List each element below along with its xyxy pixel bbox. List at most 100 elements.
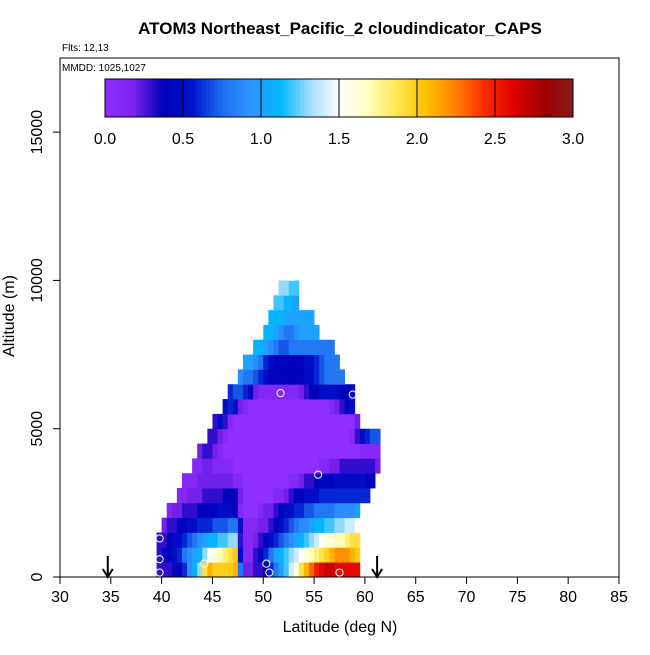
colorbar-segment — [179, 79, 184, 117]
heatmap-cell — [212, 458, 218, 474]
heatmap-cell — [237, 517, 244, 533]
heatmap-cell — [298, 562, 305, 578]
heatmap-cell — [258, 339, 264, 355]
colorbar-segment — [292, 79, 297, 117]
heatmap-cell — [232, 443, 239, 459]
heatmap-cell — [298, 369, 305, 385]
colorbar-segment — [557, 79, 562, 117]
colorbar-segment — [218, 79, 223, 117]
heatmap-cell — [369, 443, 376, 459]
heatmap-cell — [217, 517, 224, 533]
colorbar-segment — [448, 79, 453, 117]
heatmap-cell — [329, 562, 335, 578]
heatmap-cell — [298, 354, 305, 370]
colorbar-segment — [370, 79, 375, 117]
heatmap-cell — [227, 443, 234, 459]
heatmap-cell — [288, 324, 295, 341]
heatmap-cell — [303, 562, 310, 578]
dates-label: MMDD: 1025,1027 — [62, 63, 146, 74]
heatmap-cell — [319, 488, 325, 504]
heatmap-cell — [319, 428, 325, 444]
heatmap-cell — [242, 443, 249, 459]
heatmap-cell — [263, 458, 269, 474]
heatmap-cell — [278, 413, 284, 430]
heatmap-cell — [273, 413, 279, 430]
colorbar-segment — [381, 79, 387, 117]
heatmap-cell — [303, 458, 310, 474]
heatmap-cell — [293, 502, 300, 519]
heatmap-cell — [268, 458, 274, 474]
colorbar-segment — [487, 79, 492, 117]
heatmap-cell — [364, 458, 371, 474]
heatmap-cell — [248, 488, 254, 504]
heatmap-cell — [258, 502, 264, 519]
heatmap-cell — [283, 280, 290, 296]
heatmap-cell — [314, 399, 320, 415]
heatmap-cell — [293, 473, 300, 489]
heatmap-cell — [298, 488, 305, 504]
heatmap-cell — [202, 488, 208, 504]
heatmap-cell — [309, 532, 315, 548]
heatmap-cell — [334, 443, 340, 459]
heatmap-cell — [319, 384, 325, 400]
colorbar: 0.0 0.5 1.0 1.5 2.0 2.5 3.0 — [94, 78, 584, 148]
colorbar-segment — [342, 79, 348, 117]
heatmap-cell — [263, 517, 269, 533]
colorbar-segment — [116, 79, 122, 117]
plot-frame — [59, 57, 620, 578]
heatmap-cell — [344, 443, 351, 459]
colorbar-segment — [144, 79, 149, 117]
heatmap-cell — [212, 532, 218, 548]
heatmap-cell — [258, 458, 264, 474]
heatmap-cell — [309, 369, 315, 385]
colorbar-segment — [428, 79, 434, 117]
heatmap-cell — [242, 354, 249, 370]
heatmap-cell — [283, 399, 290, 415]
heatmap-cell — [319, 532, 325, 548]
heatmap-cell — [248, 562, 254, 578]
heatmap-cell — [273, 310, 279, 326]
heatmap-cell — [268, 473, 274, 489]
heatmap-cell — [161, 547, 168, 563]
heatmap-cell — [359, 488, 366, 504]
y-tick-label: 5000 — [29, 411, 46, 447]
heatmap-cell — [329, 547, 335, 563]
heatmap-cell — [283, 458, 290, 474]
heatmap-cell — [258, 369, 264, 385]
colorbar-segment — [389, 79, 395, 117]
colorbar-segment — [565, 79, 570, 117]
heatmap-cell — [298, 399, 305, 415]
x-tick-label: 35 — [102, 589, 120, 606]
colorbar-segment — [506, 79, 512, 117]
heatmap-cell — [309, 413, 315, 430]
heatmap-cell — [176, 547, 183, 563]
heatmap-cell — [248, 502, 254, 519]
heatmap-cell — [253, 369, 259, 385]
heatmap-cell — [278, 310, 284, 326]
heatmap-cell — [324, 547, 330, 563]
heatmap-cell — [227, 517, 234, 533]
colorbar-segment — [350, 79, 356, 117]
heatmap-cell — [192, 502, 198, 519]
heatmap-cell — [283, 443, 290, 459]
heatmap-cell — [329, 384, 335, 400]
heatmap-cell — [334, 369, 340, 385]
colorbar-segment — [537, 79, 543, 117]
heatmap-cell — [232, 562, 239, 578]
heatmap-cell — [375, 443, 381, 459]
heatmap-cell — [171, 502, 178, 519]
heatmap-cell — [197, 458, 203, 474]
heatmap-cell — [176, 562, 183, 578]
heatmap-cell — [202, 562, 208, 578]
heatmap-cell — [227, 458, 234, 474]
heatmap-cell — [314, 473, 320, 489]
heatmap-cell — [237, 428, 244, 444]
heatmap-cell — [212, 473, 218, 489]
colorbar-segment — [444, 79, 449, 117]
colorbar-segment — [327, 79, 332, 117]
heatmap-cell — [288, 443, 295, 459]
heatmap-cell — [192, 488, 198, 504]
heatmap-cell — [222, 547, 229, 563]
colorbar-segment — [502, 79, 508, 117]
colorbar-segment — [409, 79, 414, 117]
